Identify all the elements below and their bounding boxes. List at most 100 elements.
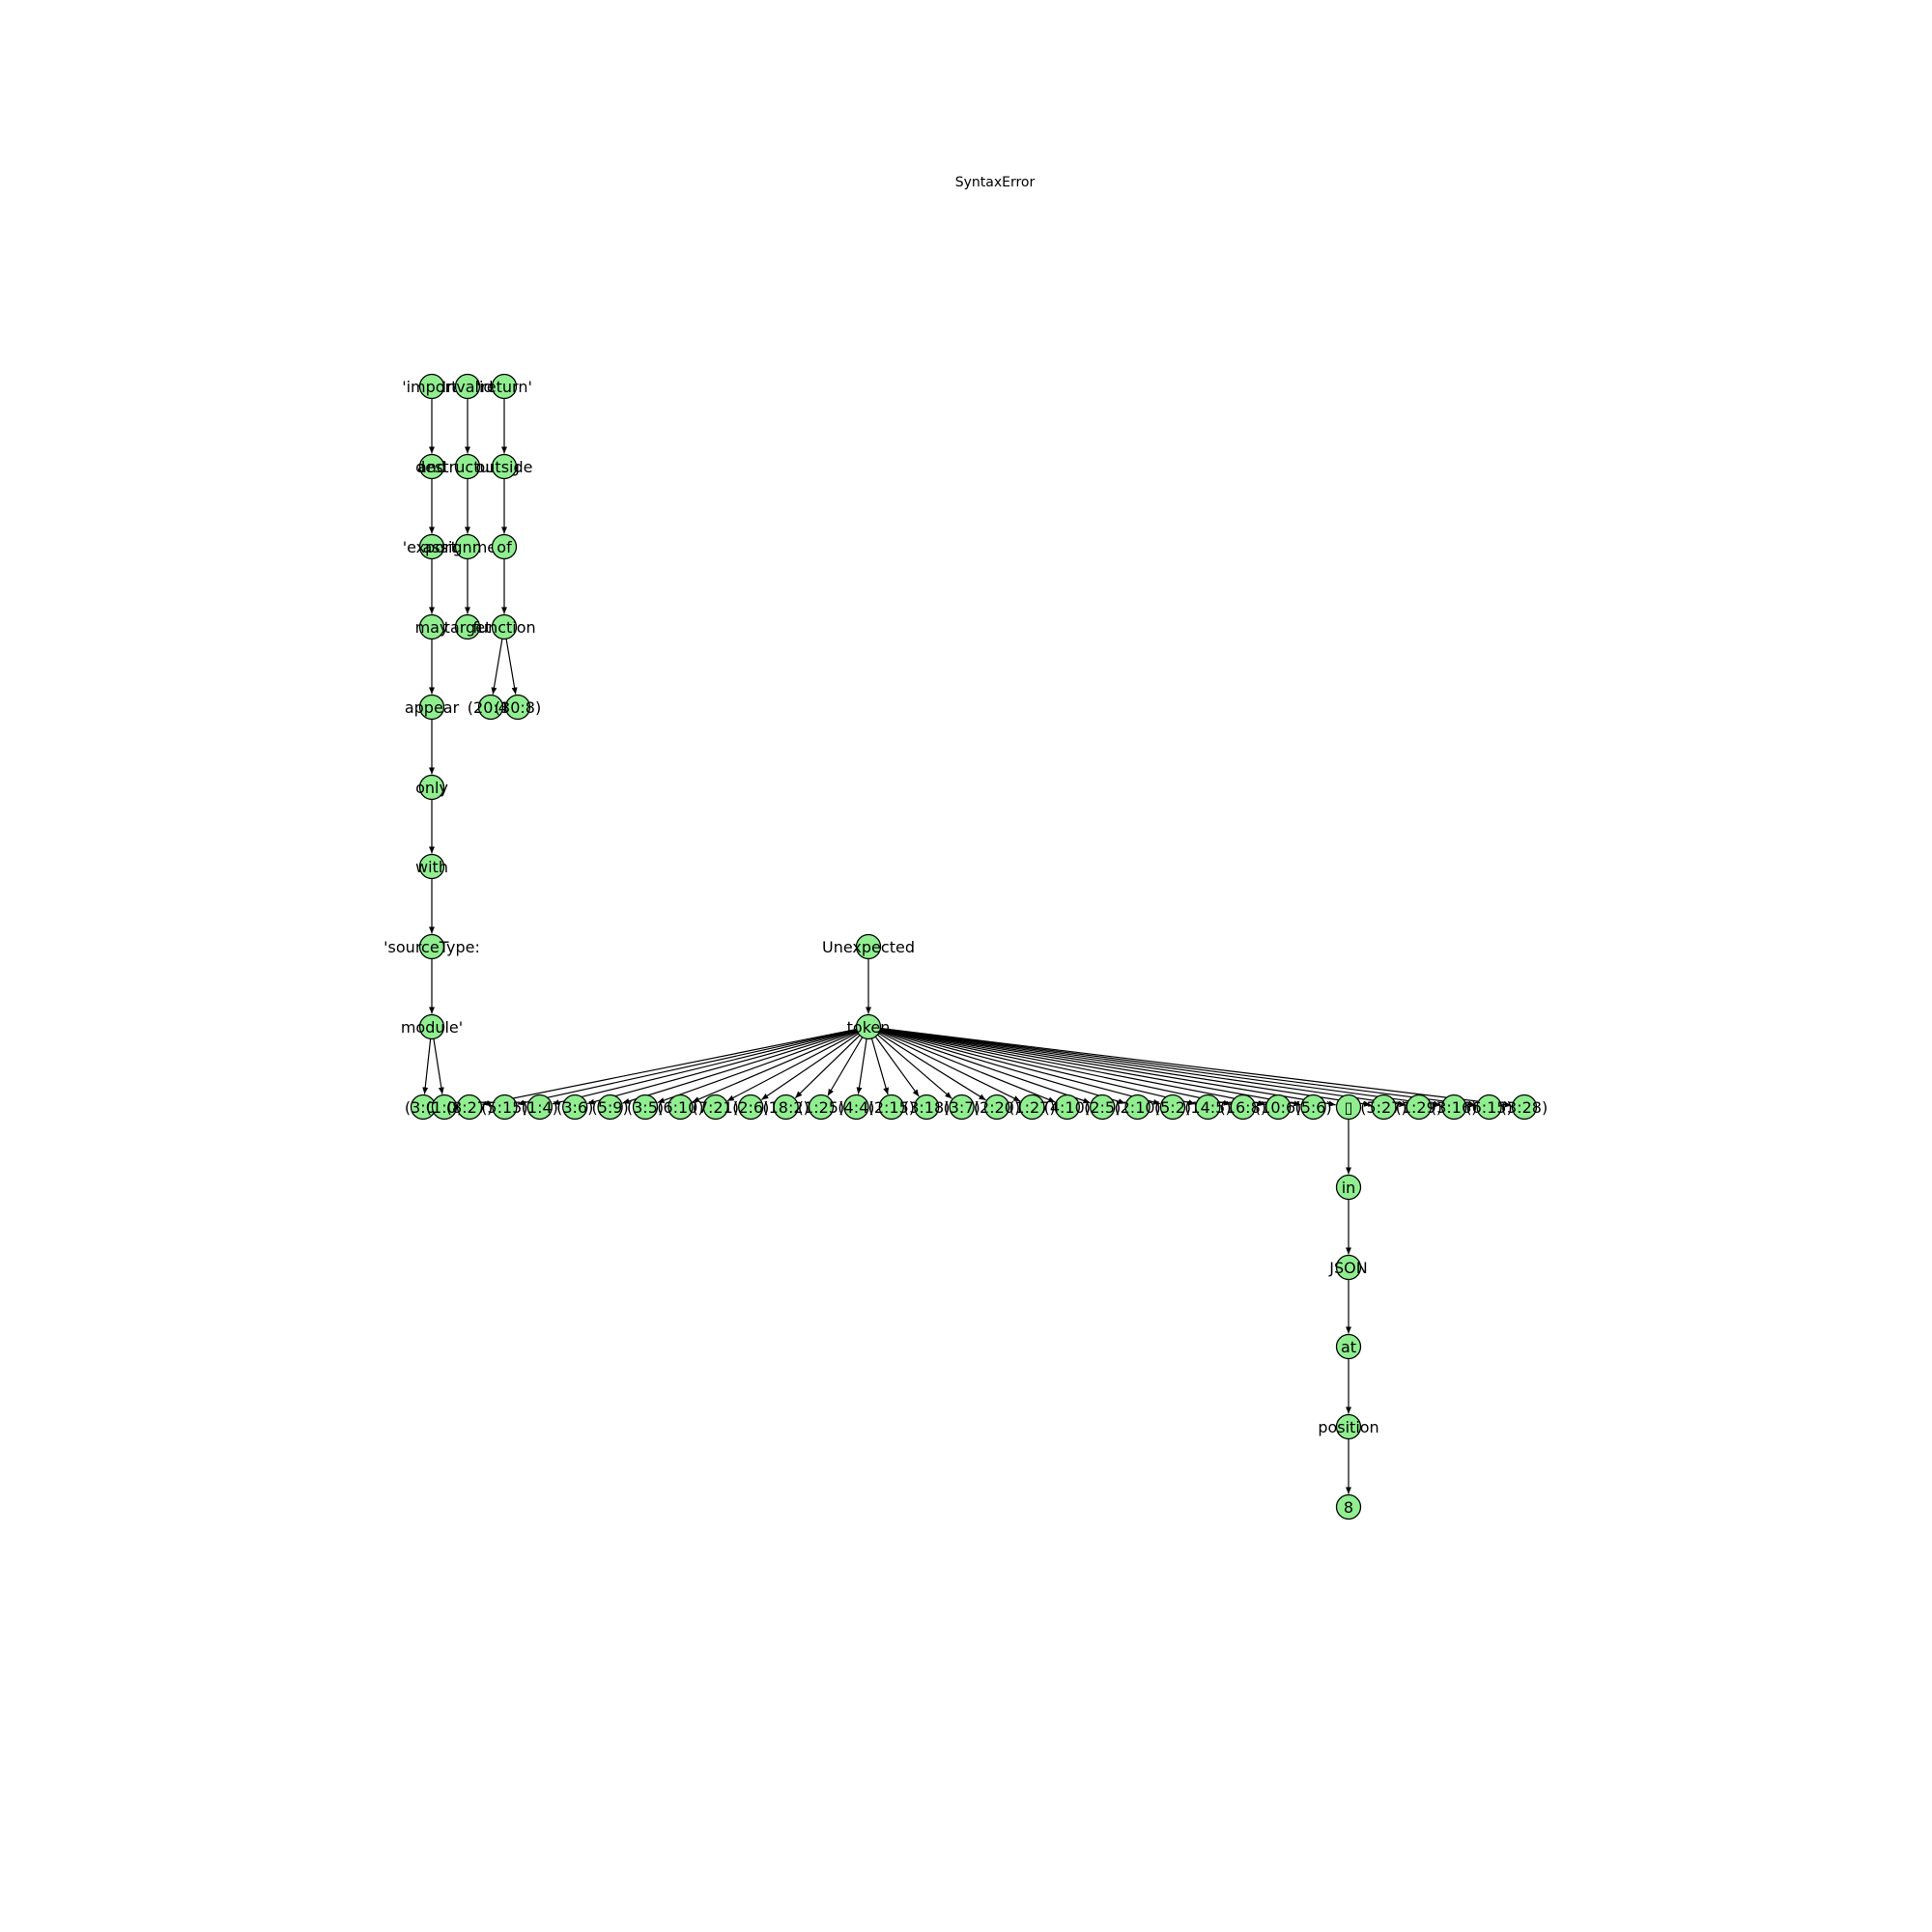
node-8-27: (8:27) bbox=[446, 1094, 493, 1121]
node-circle bbox=[492, 1094, 518, 1121]
node-circle bbox=[1335, 1333, 1362, 1360]
node-label: outside bbox=[476, 458, 533, 476]
edge-token-to-2-15 bbox=[870, 1037, 890, 1095]
node-label: (1:0) bbox=[426, 1098, 463, 1117]
edge-token-to-1-29 bbox=[880, 1028, 1406, 1108]
node-label: position bbox=[1318, 1418, 1378, 1436]
node-label: (3:18) bbox=[903, 1098, 950, 1117]
node-circle bbox=[418, 694, 445, 721]
edge-token-to-18-2 bbox=[794, 1035, 861, 1099]
node-assignment: assignment bbox=[422, 533, 513, 560]
node-label: (3:5) bbox=[627, 1098, 664, 1117]
edges-layer bbox=[422, 398, 1512, 1494]
node-circle bbox=[1371, 1094, 1397, 1121]
node-label: (14:5) bbox=[1184, 1098, 1231, 1117]
edge-function-to-20-4 bbox=[491, 639, 503, 695]
node-label: (2:10) bbox=[1114, 1098, 1160, 1117]
node-label: (2:15) bbox=[868, 1098, 915, 1117]
node-invalid: Invalid bbox=[441, 373, 494, 400]
node-circle bbox=[668, 1094, 694, 1121]
edge-token-to-3-5 bbox=[657, 1030, 858, 1103]
node-label: (6:10) bbox=[657, 1098, 703, 1117]
edge-token-to-3-18 bbox=[874, 1036, 920, 1097]
edge-token-to-14-5 bbox=[880, 1029, 1196, 1106]
node-label: (7:21) bbox=[693, 1098, 739, 1117]
node-label: (16:8) bbox=[1220, 1098, 1266, 1117]
node-5-6: (5:6) bbox=[1294, 1094, 1332, 1121]
node-circle bbox=[914, 1094, 940, 1121]
node-sourcetype: 'sourceType: bbox=[384, 933, 480, 960]
node-circle bbox=[1335, 1174, 1362, 1201]
node-return: 'return' bbox=[476, 373, 532, 400]
node-circle bbox=[418, 373, 445, 400]
node-label: in bbox=[1342, 1179, 1356, 1197]
node-circle bbox=[562, 1094, 588, 1121]
edge-token-to-3-6 bbox=[587, 1029, 858, 1105]
node-circle bbox=[418, 453, 445, 480]
edge-token-to-2-6 bbox=[761, 1033, 860, 1100]
node-label: at bbox=[1341, 1338, 1356, 1356]
node-import: 'import' bbox=[402, 373, 462, 400]
node-label: (4:10) bbox=[1044, 1098, 1091, 1117]
node-circle bbox=[983, 1094, 1010, 1121]
node-circle bbox=[1090, 1094, 1116, 1121]
node-label: 8 bbox=[1344, 1498, 1353, 1517]
node-label: (1:25) bbox=[798, 1098, 844, 1117]
node-unexpected: Unexpected bbox=[822, 933, 915, 960]
node-6-15: (6:15) bbox=[1465, 1094, 1513, 1121]
node-label: (1:27) bbox=[1009, 1098, 1055, 1117]
node-7-21: (7:21) bbox=[693, 1094, 739, 1121]
node-3-5: (3:5) bbox=[627, 1094, 664, 1121]
node-label: with bbox=[415, 858, 448, 876]
node-circle bbox=[843, 1094, 869, 1121]
node-circle bbox=[878, 1094, 904, 1121]
node-module: module' bbox=[401, 1013, 463, 1040]
node-circle bbox=[597, 1094, 623, 1121]
node-circle bbox=[418, 613, 445, 640]
node-label: Invalid bbox=[441, 378, 493, 396]
node-label: (3:7) bbox=[943, 1098, 980, 1117]
node-circle bbox=[773, 1094, 799, 1121]
node-circle bbox=[491, 533, 518, 560]
node-outside: outside bbox=[476, 453, 533, 480]
node-2-10: (2:10) bbox=[1114, 1094, 1161, 1121]
node-function: function bbox=[472, 613, 536, 640]
edge-token-to-16-8 bbox=[880, 1029, 1231, 1106]
node-target: target bbox=[444, 613, 492, 640]
node-3-16: (3:16) bbox=[1431, 1094, 1477, 1121]
node-5-15: (5:15) bbox=[481, 1094, 528, 1121]
node-circle bbox=[418, 933, 445, 960]
edge-token-to-10-6 bbox=[880, 1028, 1266, 1107]
edge-token-to-2-20 bbox=[878, 1033, 986, 1101]
node-circle bbox=[1054, 1094, 1080, 1121]
edge-token-to-5-6 bbox=[880, 1028, 1301, 1107]
node-circle bbox=[1335, 1413, 1362, 1440]
node-label: and bbox=[417, 458, 446, 476]
node-and: and bbox=[417, 453, 446, 480]
edge-token-to-1-27 bbox=[878, 1031, 1021, 1102]
node-3-7: (3:7) bbox=[943, 1094, 980, 1121]
node-circle bbox=[1335, 1254, 1362, 1281]
node-label: 'import' bbox=[402, 378, 462, 396]
node-circle bbox=[1019, 1094, 1045, 1121]
node-circle bbox=[949, 1094, 975, 1121]
node-circle bbox=[738, 1094, 764, 1121]
node-1-27: (1:27) bbox=[1009, 1094, 1056, 1121]
node-circle bbox=[454, 533, 481, 560]
node-circle bbox=[1195, 1094, 1221, 1121]
node-circle bbox=[418, 533, 445, 560]
edge-module-to-3-0 bbox=[422, 1038, 432, 1094]
node-token: token bbox=[847, 1013, 890, 1040]
edge-token-to-3-28 bbox=[880, 1027, 1512, 1108]
node-label: (1:4) bbox=[522, 1098, 558, 1117]
edge-token-to-7-21 bbox=[726, 1032, 859, 1102]
node-appear: appear bbox=[405, 694, 460, 721]
node-label: 'export' bbox=[403, 538, 462, 556]
node-circle bbox=[1230, 1094, 1256, 1121]
node-label: (1:29) bbox=[1396, 1098, 1442, 1117]
node-position: position bbox=[1318, 1413, 1379, 1440]
node-label: target bbox=[444, 618, 492, 637]
node-20-4: (20:4) bbox=[468, 694, 514, 721]
node-circle bbox=[808, 1094, 835, 1121]
node-14-5: (14:5) bbox=[1184, 1094, 1232, 1121]
